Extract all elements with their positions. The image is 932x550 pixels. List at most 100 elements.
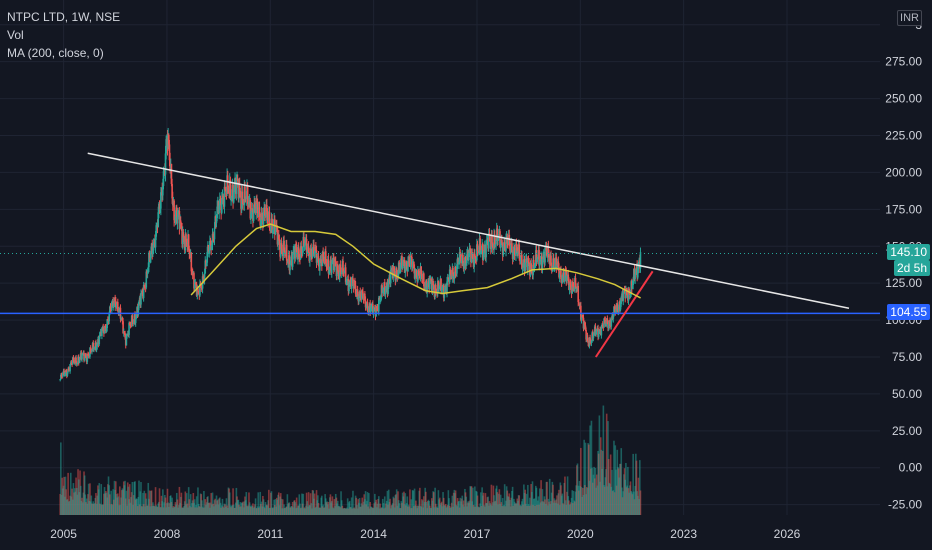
candle-body bbox=[113, 305, 115, 307]
volume-bar bbox=[148, 490, 151, 515]
candle-body bbox=[75, 357, 77, 364]
candle-body bbox=[173, 220, 176, 222]
candle-body bbox=[89, 347, 92, 352]
candle-body bbox=[73, 359, 75, 363]
candle-body bbox=[89, 347, 91, 357]
candle-body bbox=[616, 303, 619, 311]
volume-bar bbox=[313, 493, 316, 515]
volume-bar bbox=[406, 496, 409, 515]
volume-bar bbox=[164, 497, 167, 515]
candle-body bbox=[378, 297, 381, 301]
candle-body bbox=[93, 347, 96, 350]
candle-body bbox=[251, 208, 254, 210]
candle-body bbox=[300, 246, 303, 253]
last-price-badge: 145.10 bbox=[887, 244, 930, 260]
volume-bar bbox=[571, 490, 574, 515]
candle-body bbox=[215, 218, 218, 224]
candle-body bbox=[265, 204, 267, 218]
symbol-title[interactable]: NTPC LTD, 1W, NSE bbox=[7, 10, 121, 24]
candle-body bbox=[372, 309, 375, 315]
candle-body bbox=[458, 252, 461, 262]
candle-body bbox=[582, 316, 584, 318]
candle-body bbox=[495, 239, 497, 245]
candle-body bbox=[60, 374, 62, 380]
candle-body bbox=[297, 247, 300, 254]
candle-body bbox=[61, 376, 63, 378]
candle-body bbox=[255, 200, 258, 214]
candle-body bbox=[342, 260, 344, 273]
candle-body bbox=[538, 249, 540, 266]
candle-body bbox=[316, 258, 318, 263]
candle-body bbox=[266, 210, 269, 221]
candle-body bbox=[502, 246, 505, 256]
candle-body bbox=[250, 213, 252, 219]
candle-body bbox=[334, 259, 336, 262]
candle-body bbox=[352, 278, 354, 284]
candle-body bbox=[566, 276, 568, 282]
candle-body bbox=[410, 255, 413, 258]
candle-body bbox=[476, 244, 478, 261]
candle-body bbox=[181, 232, 184, 244]
candle-body bbox=[485, 243, 487, 258]
candle-body bbox=[69, 364, 71, 372]
volume-bar bbox=[613, 440, 615, 515]
candle-body bbox=[370, 304, 373, 309]
volume-bar bbox=[350, 497, 353, 515]
volume-bar bbox=[410, 499, 413, 515]
candle-body bbox=[183, 237, 185, 243]
candle-body bbox=[425, 281, 428, 293]
candle-body bbox=[250, 208, 253, 214]
ma-indicator-label[interactable]: MA (200, close, 0) bbox=[7, 46, 104, 60]
candle-body bbox=[586, 334, 589, 341]
x-tick-label: 2005 bbox=[50, 527, 77, 541]
volume-bar bbox=[498, 489, 501, 515]
candle-body bbox=[552, 258, 555, 268]
candle-body bbox=[165, 139, 167, 154]
candle-body bbox=[533, 259, 535, 268]
volume-indicator-label[interactable]: Vol bbox=[7, 28, 24, 42]
volume-bar bbox=[511, 486, 514, 515]
y-tick-label: 75.00 bbox=[892, 350, 922, 364]
volume-bar bbox=[138, 480, 140, 515]
candle-body bbox=[536, 256, 539, 260]
candle-body bbox=[603, 318, 605, 328]
candle-body bbox=[408, 256, 411, 264]
candle-body bbox=[497, 238, 499, 241]
candle-body bbox=[111, 301, 113, 311]
candle-body bbox=[572, 286, 575, 289]
y-tick-label: 250.00 bbox=[885, 92, 922, 106]
candle-body bbox=[212, 233, 214, 239]
candle-body bbox=[517, 252, 519, 254]
currency-label[interactable]: INR bbox=[897, 10, 922, 26]
candle-body bbox=[387, 279, 390, 285]
candle-body bbox=[401, 265, 404, 268]
candle-body bbox=[617, 306, 620, 312]
candle-body bbox=[487, 233, 490, 249]
volume-bar bbox=[496, 492, 499, 515]
candle-body bbox=[331, 259, 334, 264]
candle-body bbox=[102, 327, 105, 331]
candle-body bbox=[574, 277, 577, 288]
candle-body bbox=[123, 331, 126, 334]
candle-body bbox=[230, 195, 233, 199]
volume-bar bbox=[124, 480, 126, 515]
volume-bar bbox=[552, 484, 554, 515]
volume-bar bbox=[150, 490, 153, 515]
candle-body bbox=[176, 216, 179, 224]
volume-bar bbox=[346, 498, 349, 515]
candle-body bbox=[260, 220, 262, 226]
candle-body bbox=[440, 278, 442, 292]
candle-body bbox=[223, 186, 226, 207]
candle-body bbox=[533, 266, 536, 268]
x-tick-label: 2023 bbox=[670, 527, 697, 541]
volume-bar bbox=[118, 486, 121, 515]
candle-body bbox=[629, 293, 631, 296]
candle-body bbox=[209, 240, 212, 243]
candle-body bbox=[327, 259, 330, 274]
volume-bar bbox=[632, 453, 634, 515]
candle-body bbox=[286, 260, 289, 263]
candle-body bbox=[384, 291, 387, 295]
candle-body bbox=[411, 257, 413, 268]
volume-bar bbox=[393, 498, 395, 515]
